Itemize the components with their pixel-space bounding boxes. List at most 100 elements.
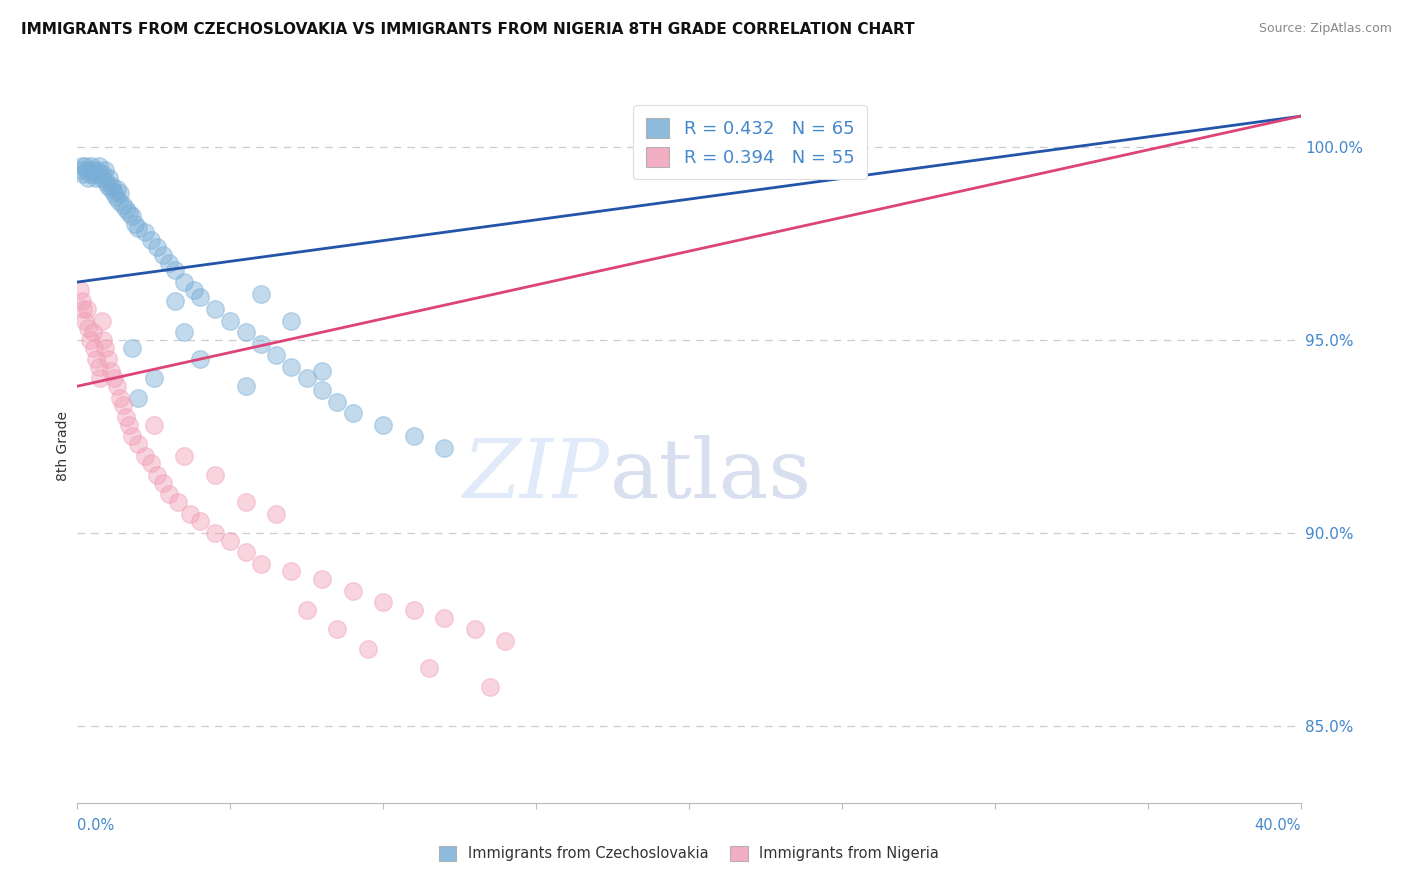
Point (101, 178, 124, 193)
Point (157, 256, 180, 270)
Point (107, 194, 129, 208)
Point (264, 507, 287, 521)
Point (86, 163, 108, 178)
Point (79, 333, 101, 347)
Point (146, 240, 169, 254)
Text: atlas: atlas (609, 434, 811, 515)
Point (128, 437, 150, 451)
Point (134, 449, 156, 463)
Point (179, 507, 201, 521)
Point (80, 159, 103, 173)
Point (103, 186, 125, 201)
Point (371, 417, 394, 432)
Point (173, 325, 195, 339)
Point (104, 190, 127, 204)
Point (100, 364, 122, 378)
Point (165, 263, 187, 277)
Point (70, 159, 93, 173)
Point (183, 283, 205, 297)
Point (464, 622, 486, 636)
Point (115, 410, 138, 425)
Point (173, 449, 195, 463)
Point (326, 394, 349, 409)
Point (311, 364, 333, 378)
Point (139, 233, 162, 247)
Point (326, 622, 349, 636)
Point (433, 610, 456, 624)
Point (479, 680, 502, 694)
Point (204, 525, 226, 540)
Point (146, 467, 169, 482)
Point (128, 391, 150, 405)
Point (76, 163, 98, 178)
Point (357, 641, 380, 656)
Point (371, 595, 394, 609)
Point (402, 429, 425, 443)
Point (204, 467, 226, 482)
Point (418, 661, 440, 675)
Point (152, 248, 174, 262)
Point (83, 341, 105, 355)
Point (82, 163, 104, 178)
Point (235, 495, 257, 509)
Point (142, 371, 165, 385)
Point (94, 341, 117, 355)
Point (105, 182, 128, 196)
Point (173, 275, 195, 289)
Point (342, 406, 364, 420)
Point (142, 417, 165, 432)
Point (118, 417, 141, 432)
Text: 0.0%: 0.0% (77, 818, 114, 833)
Point (73, 313, 96, 327)
Point (152, 475, 174, 490)
Point (157, 487, 180, 501)
Point (121, 429, 143, 443)
Point (112, 198, 135, 212)
Point (280, 313, 302, 327)
Y-axis label: 8th Grade: 8th Grade (56, 411, 70, 481)
Point (280, 359, 302, 374)
Point (250, 336, 273, 351)
Point (77, 321, 100, 335)
Point (235, 379, 257, 393)
Point (70, 294, 93, 309)
Point (165, 294, 187, 309)
Point (82, 325, 104, 339)
Point (77, 170, 100, 185)
Point (188, 352, 211, 367)
Point (76, 301, 98, 316)
Legend: Immigrants from Czechoslovakia, Immigrants from Nigeria: Immigrants from Czechoslovakia, Immigran… (433, 839, 945, 867)
Point (495, 633, 517, 648)
Point (311, 383, 333, 397)
Point (87, 159, 110, 173)
Point (73, 159, 96, 173)
Point (250, 286, 273, 301)
Point (100, 182, 122, 196)
Point (79, 167, 101, 181)
Point (219, 533, 242, 548)
Point (433, 441, 456, 455)
Point (91, 167, 114, 181)
Point (97, 352, 120, 367)
Point (90, 313, 112, 327)
Point (139, 456, 162, 470)
Point (235, 325, 257, 339)
Text: IMMIGRANTS FROM CZECHOSLOVAKIA VS IMMIGRANTS FROM NIGERIA 8TH GRADE CORRELATION : IMMIGRANTS FROM CZECHOSLOVAKIA VS IMMIGR… (21, 22, 915, 37)
Point (87, 359, 110, 374)
Text: 40.0%: 40.0% (1254, 818, 1301, 833)
Point (188, 291, 211, 305)
Point (69, 283, 91, 297)
Point (84, 170, 107, 185)
Point (105, 379, 128, 393)
Point (167, 495, 190, 509)
Point (90, 170, 112, 185)
Point (280, 565, 302, 579)
Point (72, 301, 94, 316)
Point (98, 170, 121, 185)
Point (124, 217, 146, 231)
Point (128, 221, 150, 235)
Point (219, 313, 242, 327)
Point (264, 348, 287, 362)
Point (121, 341, 143, 355)
Point (115, 202, 138, 216)
